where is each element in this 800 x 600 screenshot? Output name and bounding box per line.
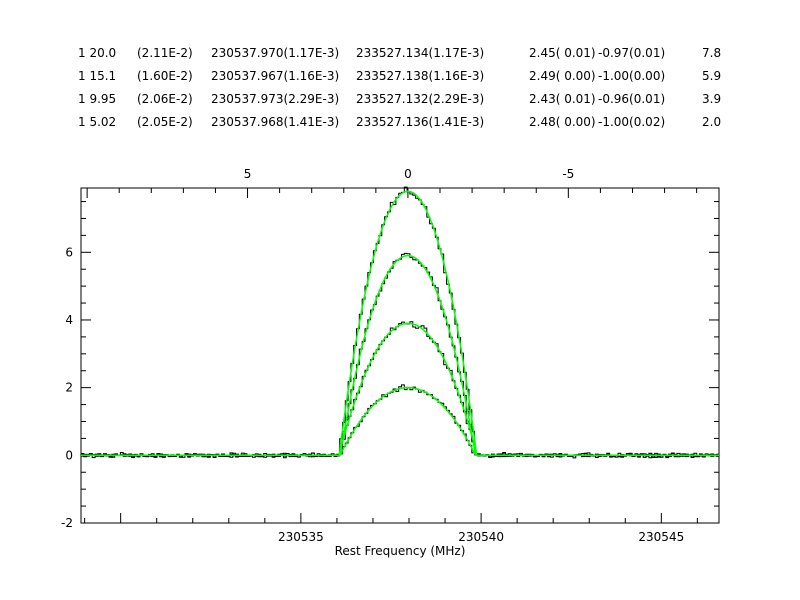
fit-cell-width: 2.45( 0.01) <box>529 46 596 60</box>
y-tick-label: 2 <box>65 381 73 395</box>
fit-cell-horn: -0.97(0.01) <box>598 46 666 60</box>
x-axis-label: Rest Frequency (MHz) <box>335 544 466 558</box>
fit-cell-rest-frequency: 230537.967(1.16E-3) <box>211 69 340 83</box>
spectrum-histogram-4 <box>81 384 719 459</box>
fit-cell-peak: 5.9 <box>702 69 722 83</box>
fit-curve-2 <box>81 254 719 457</box>
fit-cell-component: 1 5.02 <box>78 115 117 129</box>
fit-cell-rest-frequency: 230537.968(1.41E-3) <box>211 115 340 129</box>
spectrum-histogram-1 <box>81 186 719 459</box>
y-tick-label: 6 <box>65 245 73 259</box>
fit-cell-width: 2.43( 0.01) <box>529 92 596 106</box>
fit-cell-horn: -0.96(0.01) <box>598 92 666 106</box>
spectrum-histogram-3 <box>81 321 719 458</box>
x-tick-label: 230535 <box>278 530 324 544</box>
fit-cell-image-frequency: 233527.132(2.29E-3) <box>356 92 485 106</box>
fit-cell-horn: -1.00(0.02) <box>598 115 666 129</box>
fit-cell-rms: (2.11E-2) <box>137 46 193 60</box>
x-tick-label: 230545 <box>638 530 684 544</box>
fit-cell-image-frequency: 233527.138(1.16E-3) <box>356 69 485 83</box>
fit-cell-peak: 3.9 <box>702 92 722 106</box>
fit-cell-peak: 7.8 <box>702 46 722 60</box>
fit-cell-rest-frequency: 230537.970(1.17E-3) <box>211 46 340 60</box>
y-tick-label: 0 <box>65 448 73 462</box>
fit-cell-rest-frequency: 230537.973(2.29E-3) <box>211 92 340 106</box>
fit-cell-component: 1 20.0 <box>78 46 117 60</box>
fit-cell-component: 1 15.1 <box>78 69 117 83</box>
fit-cell-horn: -1.00(0.00) <box>598 69 666 83</box>
plot-frame <box>80 187 720 524</box>
fit-cell-image-frequency: 233527.136(1.41E-3) <box>356 115 485 129</box>
fit-cell-width: 2.49( 0.00) <box>529 69 596 83</box>
fit-cell-peak: 2.0 <box>702 115 722 129</box>
x-tick-label: 230540 <box>458 530 504 544</box>
fit-curve-4 <box>81 386 719 457</box>
fit-cell-rms: (2.05E-2) <box>137 115 193 129</box>
top-tick-label: -5 <box>562 167 574 181</box>
fit-cell-component: 1 9.95 <box>78 92 117 106</box>
y-tick-label: 4 <box>65 313 73 327</box>
spectrum-histogram-2 <box>81 252 719 458</box>
fit-cell-image-frequency: 233527.134(1.17E-3) <box>356 46 485 60</box>
fit-cell-width: 2.48( 0.00) <box>529 115 596 129</box>
y-tick-label: -2 <box>61 516 73 530</box>
top-tick-label: 0 <box>404 167 412 181</box>
fit-cell-rms: (1.60E-2) <box>137 69 193 83</box>
fit-cell-rms: (2.06E-2) <box>137 92 193 106</box>
top-tick-label: 5 <box>244 167 252 181</box>
